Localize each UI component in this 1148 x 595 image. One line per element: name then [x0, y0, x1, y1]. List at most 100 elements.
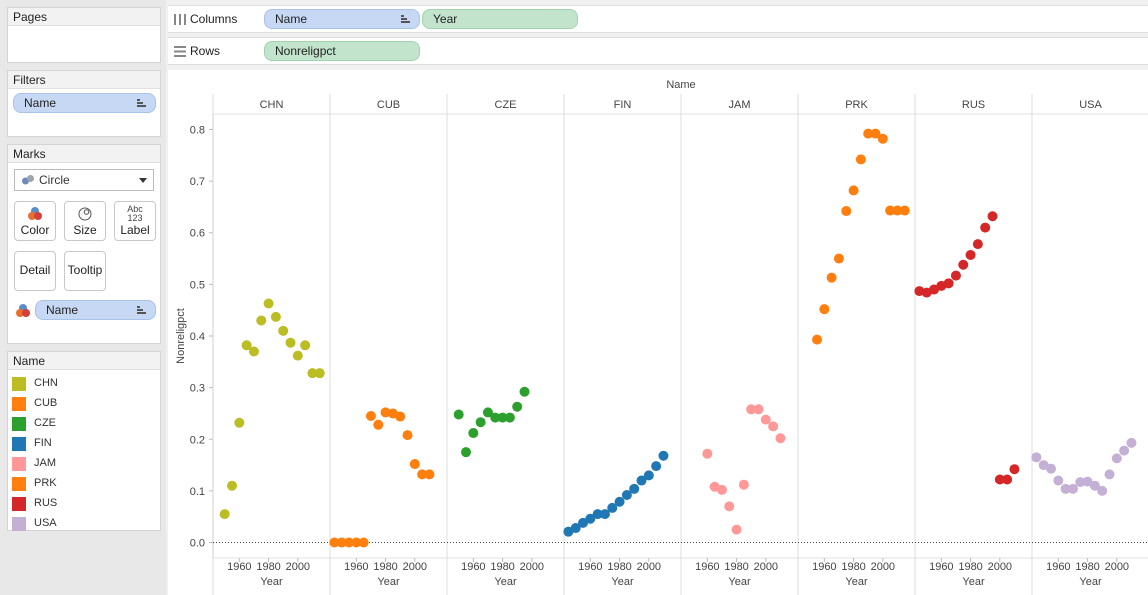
data-point-chn[interactable] [256, 315, 267, 326]
data-point-chn[interactable] [227, 480, 238, 491]
data-point-fin[interactable] [592, 509, 603, 520]
tooltip-button[interactable]: Tooltip [64, 251, 106, 291]
detail-button[interactable]: Detail [14, 251, 56, 291]
data-point-rus[interactable] [965, 249, 976, 260]
data-point-prk[interactable] [870, 128, 881, 139]
data-point-usa[interactable] [1046, 463, 1057, 474]
data-point-prk[interactable] [841, 206, 852, 217]
data-point-fin[interactable] [570, 523, 581, 534]
data-point-usa[interactable] [1060, 483, 1071, 494]
data-point-fin[interactable] [651, 461, 662, 472]
data-point-chn[interactable] [314, 368, 325, 379]
data-point-prk[interactable] [855, 154, 866, 165]
data-point-rus[interactable] [1002, 474, 1013, 485]
data-point-cub[interactable] [358, 537, 369, 548]
rows-pill-nonreligpct[interactable]: Nonreligpct [264, 41, 420, 61]
data-point-jam[interactable] [746, 404, 757, 415]
data-point-usa[interactable] [1053, 475, 1064, 486]
data-point-cub[interactable] [365, 411, 376, 422]
data-point-cub[interactable] [344, 537, 355, 548]
data-point-chn[interactable] [300, 340, 311, 351]
data-point-rus[interactable] [958, 259, 969, 270]
label-button[interactable]: Abc 123 Label [114, 201, 156, 241]
data-point-fin[interactable] [599, 509, 610, 520]
data-point-rus[interactable] [994, 474, 1005, 485]
data-point-cze[interactable] [519, 386, 530, 397]
size-button[interactable]: Size [64, 201, 106, 241]
data-point-prk[interactable] [899, 205, 910, 216]
data-point-cub[interactable] [373, 419, 384, 430]
data-point-rus[interactable] [987, 211, 998, 222]
data-point-jam[interactable] [731, 524, 742, 535]
filter-pill-name[interactable]: Name [13, 93, 156, 113]
pages-card[interactable]: Pages [7, 7, 161, 63]
data-point-usa[interactable] [1119, 445, 1130, 456]
filters-card[interactable]: Filters Name [7, 70, 161, 137]
data-point-usa[interactable] [1111, 453, 1122, 464]
data-point-prk[interactable] [885, 205, 896, 216]
data-point-usa[interactable] [1031, 452, 1042, 463]
data-point-fin[interactable] [629, 483, 640, 494]
data-point-cze[interactable] [490, 412, 501, 423]
data-point-jam[interactable] [724, 501, 735, 512]
data-point-usa[interactable] [1097, 485, 1108, 496]
data-point-jam[interactable] [768, 421, 779, 432]
data-point-fin[interactable] [621, 490, 632, 501]
data-point-cub[interactable] [417, 469, 428, 480]
data-point-jam[interactable] [738, 479, 749, 490]
data-point-cze[interactable] [512, 401, 523, 412]
data-point-cze[interactable] [504, 412, 515, 423]
data-point-chn[interactable] [285, 337, 296, 348]
data-point-prk[interactable] [892, 205, 903, 216]
color-pill-name[interactable]: Name [35, 300, 156, 320]
data-point-chn[interactable] [292, 350, 303, 361]
data-point-chn[interactable] [219, 509, 230, 520]
data-point-cub[interactable] [329, 537, 340, 548]
data-point-rus[interactable] [980, 222, 991, 233]
data-point-chn[interactable] [234, 417, 245, 428]
data-point-usa[interactable] [1067, 483, 1078, 494]
data-point-chn[interactable] [270, 311, 281, 322]
legend-item-prk[interactable]: PRK [12, 474, 152, 494]
legend-item-cze[interactable]: CZE [12, 414, 152, 434]
data-point-usa[interactable] [1075, 477, 1086, 488]
data-point-prk[interactable] [819, 304, 830, 315]
data-point-usa[interactable] [1104, 469, 1115, 480]
data-point-chn[interactable] [278, 325, 289, 336]
data-point-prk[interactable] [826, 272, 837, 283]
data-point-chn[interactable] [241, 340, 252, 351]
legend-item-jam[interactable]: JAM [12, 454, 152, 474]
columns-pill-year[interactable]: Year [422, 9, 578, 29]
data-point-cze[interactable] [461, 447, 472, 458]
data-point-jam[interactable] [775, 433, 786, 444]
data-point-rus[interactable] [972, 239, 983, 250]
data-point-usa[interactable] [1126, 437, 1137, 448]
data-point-rus[interactable] [1009, 464, 1020, 475]
viz-area[interactable]: Name CHN CUB CZE FIN JAM PRK RUS USA 0.0 0.1 0.2 0.3… [168, 70, 1148, 595]
data-point-fin[interactable] [636, 475, 647, 486]
data-point-chn[interactable] [307, 368, 318, 379]
legend-item-cub[interactable]: CUB [12, 394, 152, 414]
legend-item-fin[interactable]: FIN [12, 434, 152, 454]
data-point-cze[interactable] [497, 412, 508, 423]
data-point-usa[interactable] [1082, 476, 1093, 487]
data-point-cub[interactable] [409, 459, 420, 470]
data-point-prk[interactable] [877, 133, 888, 144]
data-point-cub[interactable] [424, 469, 435, 480]
data-point-cze[interactable] [453, 409, 464, 420]
data-point-cze[interactable] [482, 407, 493, 418]
data-point-cub[interactable] [402, 430, 413, 441]
data-point-prk[interactable] [812, 334, 823, 345]
legend-item-usa[interactable]: USA [12, 514, 152, 534]
legend-item-chn[interactable]: CHN [12, 374, 152, 394]
columns-shelf[interactable]: Columns Name Year [168, 5, 1148, 33]
data-point-chn[interactable] [248, 346, 259, 357]
data-point-jam[interactable] [702, 448, 713, 459]
data-point-rus[interactable] [950, 270, 961, 281]
mark-type-dropdown[interactable]: Circle [14, 169, 154, 191]
data-point-fin[interactable] [614, 496, 625, 507]
data-point-cub[interactable] [351, 537, 362, 548]
data-point-jam[interactable] [716, 484, 727, 495]
data-point-fin[interactable] [607, 502, 618, 513]
data-point-chn[interactable] [263, 298, 274, 309]
